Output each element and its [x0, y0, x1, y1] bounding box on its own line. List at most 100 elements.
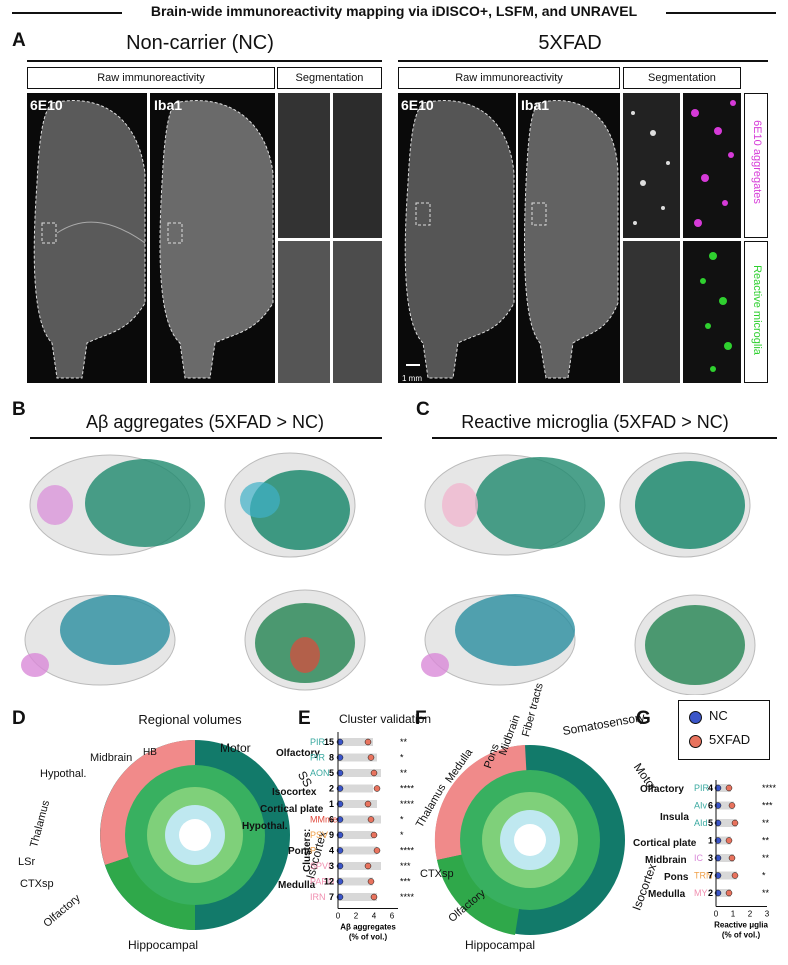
nc-seg-6e10-mask: [333, 93, 382, 238]
g-region-label: PIR: [694, 783, 710, 793]
g-bar: [716, 801, 734, 810]
g-bar: [716, 784, 731, 792]
g-group-pons: Pons: [664, 872, 689, 883]
e-bar: [338, 769, 381, 777]
d-label-thalamus: Thalamus: [28, 799, 53, 849]
panel-f-letter: F: [415, 708, 427, 729]
e-cluster-label: 9: [329, 830, 334, 840]
panel-b-letter: B: [12, 399, 26, 420]
e-sig-label: **: [400, 768, 408, 778]
xfad-seg-6e10-raw: [623, 93, 680, 238]
e-group-hypothal: Hypothal.: [242, 821, 288, 832]
xfad-seg-iba1-mask: [683, 241, 741, 383]
panel-d-sunburst: [100, 740, 290, 930]
e-bar: [338, 831, 373, 839]
g-xfad-point: [728, 802, 736, 809]
panel-d-letter: D: [12, 708, 26, 729]
xfad-iba1-label: Iba1: [521, 97, 550, 113]
e-region-label: SPVI: [310, 861, 331, 871]
g-cluster-label: 3: [708, 853, 713, 863]
e-xfad-point: [364, 862, 372, 870]
e-region-label: AON: [310, 768, 330, 778]
xfad-rule: [398, 60, 768, 62]
e-group-pons: Pons: [288, 846, 313, 857]
side-box-microglia: Reactive microglia: [744, 241, 768, 383]
e-cluster-label: 5: [329, 768, 334, 778]
e-region-label: PARN: [310, 877, 334, 887]
e-x-tick: 6: [390, 912, 395, 921]
f-label-ctxsp: CTXsp: [420, 868, 454, 880]
e-sig-label: *: [400, 815, 404, 825]
g-cluster-label: 2: [708, 888, 713, 898]
e-cluster-label: 8: [329, 753, 334, 763]
nc-seg-iba1-mask: [333, 241, 382, 383]
panel-c-rule: [432, 437, 777, 439]
g-bar: [716, 854, 734, 862]
g-x-tick: 0: [714, 910, 719, 919]
e-group-olfactory: Olfactory: [276, 748, 320, 759]
g-xfad-point: [731, 819, 739, 827]
e-x-tick: 4: [372, 912, 377, 921]
e-bar: [338, 800, 377, 808]
g-bar: [716, 836, 731, 845]
g-x-tick: 2: [748, 910, 753, 919]
e-region-label: MMme: [310, 815, 338, 825]
d-label-midbrain: Midbrain: [90, 752, 133, 764]
panel-c-letter: C: [416, 399, 430, 420]
g-cluster-label: 7: [708, 871, 713, 881]
legend-xfad-marker: [689, 735, 702, 748]
e-region-label: PIR: [310, 753, 326, 763]
g-region-label: MY: [694, 888, 708, 898]
e-bar: [338, 877, 373, 886]
g-xfad-point: [728, 854, 736, 862]
e-xfad-point: [367, 754, 375, 761]
e-xfad-point: [367, 878, 375, 885]
g-x-tick: 3: [765, 910, 770, 919]
e-region-label: PSV: [310, 830, 328, 840]
e-cluster-label: 12: [324, 877, 334, 887]
e-x-tick: 2: [354, 912, 359, 921]
xfad-seg-iba1-raw: [623, 241, 680, 383]
g-sig-label: **: [762, 818, 770, 828]
panel-e-title: Cluster validation: [338, 712, 432, 726]
e-xfad-point: [367, 816, 375, 823]
g-region-label: IC: [694, 853, 704, 863]
e-region-label: IRN: [310, 892, 326, 902]
e-bar: [338, 784, 373, 793]
e-bar: [338, 862, 381, 870]
g-group-insula: Insula: [660, 812, 689, 823]
e-cluster-label: 15: [324, 737, 334, 747]
g-cluster-label: 4: [708, 783, 713, 793]
e-xlabel-1: Aβ aggregates: [340, 923, 396, 932]
figure-title: Brain-wide immunoreactivity mapping via …: [150, 3, 638, 19]
e-sig-label: ****: [400, 784, 415, 794]
e-cluster-label: 3: [329, 861, 334, 871]
legend-xfad-label: 5XFAD: [709, 732, 751, 747]
panel-b-rule: [30, 437, 382, 439]
e-bar: [338, 753, 377, 762]
g-sig-label: **: [762, 888, 770, 898]
g-sig-label: ***: [762, 801, 773, 811]
brain-sagittal-shape: [159, 100, 274, 379]
e-region-label: P: [310, 846, 316, 856]
side-label-aggregates: 6E10 aggregates: [751, 120, 763, 204]
title-rule-right: [666, 12, 776, 14]
e-sig-label: **: [400, 737, 408, 747]
panel-d-title: Regional volumes: [138, 712, 242, 727]
e-x-tick: 0: [336, 912, 341, 921]
e-sig-label: ****: [400, 799, 415, 809]
side-box-aggregates: 6E10 aggregates: [744, 93, 768, 238]
panel-c-3d-renderings: [421, 452, 756, 695]
g-xlabel-2: (% of vol.): [722, 931, 761, 940]
g-group-medulla: Medulla: [648, 889, 686, 900]
e-group-medulla: Medulla: [278, 880, 316, 891]
g-sig-label: **: [762, 836, 770, 846]
panel-f-sunburst: [434, 745, 625, 935]
legend-nc-label: NC: [709, 708, 728, 723]
g-bar: [716, 871, 737, 880]
e-bar: [338, 893, 377, 901]
e-cluster-label: 7: [329, 892, 334, 902]
g-xfad-point: [725, 837, 733, 844]
nc-iba1-image: [150, 93, 275, 383]
